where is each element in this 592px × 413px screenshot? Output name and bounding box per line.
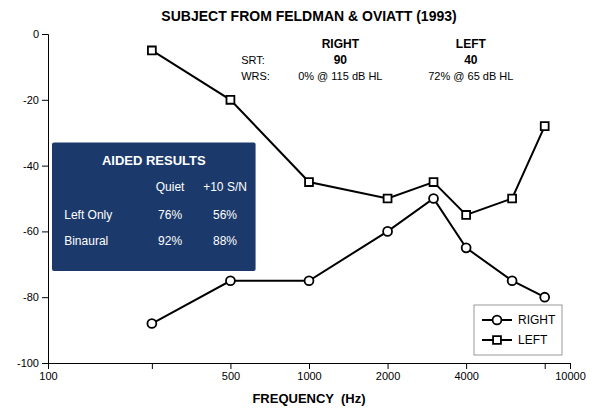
series-marker bbox=[226, 276, 235, 285]
y-tick: -20 bbox=[23, 94, 48, 106]
annotation-wrs: 0% @ 115 dB HL bbox=[298, 70, 382, 82]
x-tick-mark bbox=[545, 363, 546, 369]
y-tick: -40 bbox=[23, 160, 48, 172]
y-tick-label: -80 bbox=[23, 291, 39, 303]
y-tick-label: 0 bbox=[33, 28, 39, 40]
x-tick-mark bbox=[230, 363, 231, 369]
y-tick-label: -40 bbox=[23, 160, 39, 172]
table-row-label: Left Only bbox=[64, 208, 112, 222]
series-marker bbox=[148, 47, 156, 55]
x-tick: 4000 bbox=[454, 363, 478, 382]
y-tick: -100 bbox=[17, 357, 48, 369]
table-cell: 88% bbox=[213, 234, 237, 248]
legend-frame bbox=[474, 305, 562, 355]
series-marker bbox=[430, 178, 438, 186]
legend-item: RIGHT bbox=[482, 313, 556, 327]
x-tick: 100 bbox=[39, 363, 57, 382]
y-tick-mark bbox=[42, 166, 48, 167]
annotation-label: SRT: bbox=[241, 54, 265, 66]
series-marker bbox=[305, 276, 314, 285]
annotation-label: WRS: bbox=[241, 70, 270, 82]
y-tick: -80 bbox=[23, 291, 48, 303]
table-cell: 56% bbox=[213, 208, 237, 222]
x-tick-label: 100 bbox=[39, 370, 57, 382]
legend: RIGHT LEFT bbox=[474, 305, 562, 355]
y-tick-label: -20 bbox=[23, 94, 39, 106]
y-axis: 0 -20 -40 -60 -80 -100 bbox=[17, 28, 49, 369]
x-tick-mark bbox=[570, 363, 571, 369]
x-tick-mark bbox=[152, 363, 153, 369]
annotation-header: LEFT bbox=[456, 37, 487, 51]
y-tick: -60 bbox=[23, 225, 48, 237]
series-marker bbox=[540, 293, 549, 302]
y-tick-mark bbox=[42, 297, 48, 298]
table-column-header: +10 S/N bbox=[203, 180, 247, 194]
legend-label: RIGHT bbox=[518, 313, 556, 327]
y-tick-mark bbox=[42, 363, 48, 364]
y-tick-mark bbox=[42, 231, 48, 232]
series-marker bbox=[462, 243, 471, 252]
plot: 100 500 1000 2000 4000 10000 0 -20 -40 -60 -80 -100… bbox=[17, 28, 586, 382]
marks bbox=[147, 47, 549, 328]
table-cell: 92% bbox=[158, 234, 182, 248]
x-tick-mark bbox=[388, 363, 389, 369]
annotations: SRT: WRS: RIGHT 90 0% @ 115 dB HL LEFT 40 72% @… bbox=[241, 37, 513, 82]
x-tick bbox=[152, 363, 153, 369]
x-tick-label: 500 bbox=[222, 370, 240, 382]
x-tick: 1000 bbox=[297, 363, 321, 382]
x-tick: 500 bbox=[222, 363, 240, 382]
x-axis: 100 500 1000 2000 4000 10000 bbox=[39, 363, 585, 382]
x-axis-line bbox=[49, 364, 571, 370]
table-row-label: Binaural bbox=[64, 234, 108, 248]
y-tick-label: -100 bbox=[17, 357, 39, 369]
annotation-header: RIGHT bbox=[322, 37, 360, 51]
annotation-srt: 40 bbox=[464, 53, 478, 67]
series-marker bbox=[462, 211, 470, 219]
series-marker bbox=[226, 96, 234, 104]
y-axis-line bbox=[42, 35, 49, 364]
y-tick: 0 bbox=[33, 28, 48, 40]
x-tick: 2000 bbox=[376, 363, 400, 382]
series-marker bbox=[429, 194, 438, 203]
x-tick-label: 4000 bbox=[454, 370, 478, 382]
legend-item: LEFT bbox=[482, 333, 548, 347]
series-marker bbox=[384, 195, 392, 203]
y-tick-mark bbox=[42, 34, 48, 35]
x-tick bbox=[545, 363, 546, 369]
legend-swatch-marker bbox=[493, 316, 502, 325]
y-tick-label: -60 bbox=[23, 225, 39, 237]
series-marker bbox=[541, 122, 549, 130]
x-tick-mark bbox=[466, 363, 467, 369]
series-marker bbox=[508, 276, 517, 285]
series-line bbox=[152, 50, 545, 215]
x-axis-title: FREQUENCY (Hz) bbox=[252, 391, 365, 406]
annotation-srt: 90 bbox=[334, 53, 348, 67]
chart-container: 100 500 1000 2000 4000 10000 0 -20 -40 -60 -80 -100… bbox=[0, 0, 592, 413]
series-marker bbox=[508, 195, 516, 203]
x-tick-label: 2000 bbox=[376, 370, 400, 382]
title: SUBJECT FROM FELDMAN & OVIATT (1993) bbox=[161, 8, 456, 24]
series-marker bbox=[305, 178, 313, 186]
table-title: AIDED RESULTS bbox=[102, 153, 206, 168]
series-marker bbox=[147, 319, 156, 328]
x-tick-label: 1000 bbox=[297, 370, 321, 382]
series-marker bbox=[383, 227, 392, 236]
x-tick-label: 10000 bbox=[555, 370, 586, 382]
table: AIDED RESULTS Quiet +10 S/N Left Only 76% 56%… bbox=[52, 143, 256, 271]
chart-svg: 100 500 1000 2000 4000 10000 0 -20 -40 -60 -80 -100… bbox=[0, 0, 592, 413]
legend-label: LEFT bbox=[518, 333, 548, 347]
annotation-wrs: 72% @ 65 dB HL bbox=[428, 70, 513, 82]
table-column-header: Quiet bbox=[156, 180, 185, 194]
x-tick-mark bbox=[309, 363, 310, 369]
x-tick: 10000 bbox=[555, 363, 586, 382]
table-cell: 76% bbox=[158, 208, 182, 222]
y-tick-mark bbox=[42, 100, 48, 101]
legend-swatch-marker bbox=[493, 336, 501, 344]
table-background bbox=[52, 143, 256, 271]
